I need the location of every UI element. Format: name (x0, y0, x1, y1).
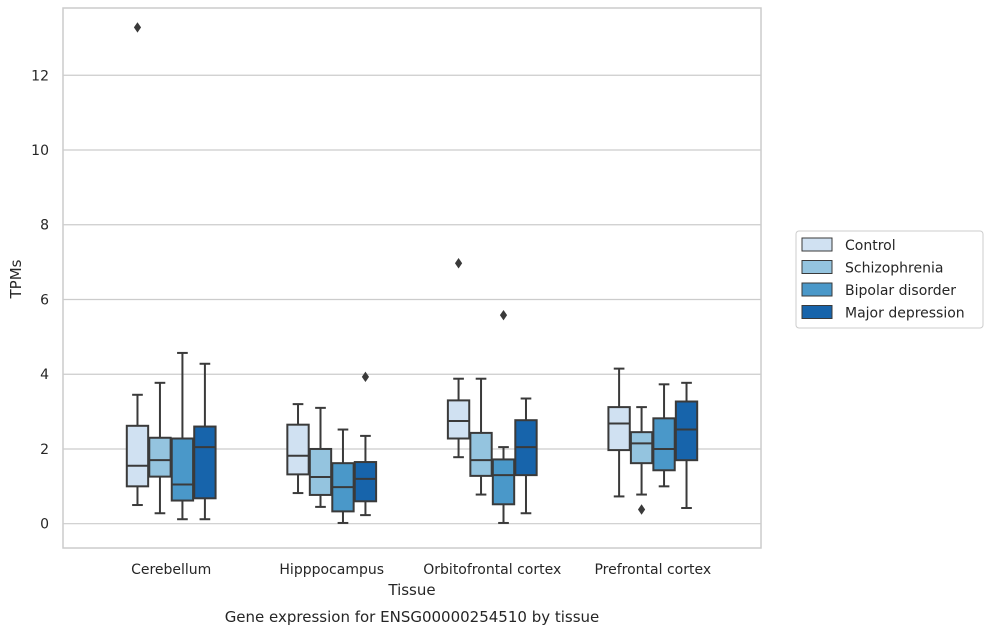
category-group (607, 367, 699, 515)
chart-caption: Gene expression for ENSG00000254510 by t… (225, 608, 600, 626)
y-axis-title: TPMs (7, 259, 25, 299)
legend-swatch (801, 282, 833, 297)
box-groups (125, 22, 699, 524)
y-tick-label: 0 (40, 517, 49, 533)
outlier-point (499, 309, 508, 321)
y-tick-label: 10 (31, 143, 49, 159)
plot-frame (62, 7, 762, 549)
legend-label: Schizophrenia (845, 261, 943, 277)
x-tick-label: Prefrontal cortex (594, 562, 711, 578)
box (170, 437, 195, 502)
y-tick-label: 4 (40, 367, 49, 383)
y-tick-label: 12 (31, 68, 49, 84)
legend-frame (795, 230, 984, 329)
outlier-point (637, 504, 646, 515)
x-axis-title: Tissue (387, 581, 435, 599)
y-tick-label: 8 (40, 218, 49, 234)
x-tick-label: Hipppocampus (279, 562, 384, 578)
box (607, 406, 631, 452)
legend-label: Major depression (845, 306, 965, 322)
legend-swatch (801, 305, 833, 319)
box (148, 436, 172, 478)
box (286, 423, 310, 476)
box (193, 425, 217, 500)
box (674, 400, 699, 462)
box (353, 461, 378, 503)
box (491, 458, 516, 506)
category-group (446, 258, 538, 524)
legend-label: Control (845, 238, 896, 254)
x-tick-label: Cerebellum (131, 562, 211, 578)
box (469, 431, 493, 477)
box (629, 431, 654, 465)
y-tick-label: 6 (40, 292, 49, 308)
y-tick-label: 2 (40, 442, 49, 458)
box (446, 399, 471, 440)
y-tick-labels: 0 2 4 6 8 10 12 (31, 68, 49, 532)
box (308, 447, 333, 496)
x-tick-label: Orbitofrontal cortex (423, 562, 561, 578)
category-group (286, 371, 378, 524)
legend-swatch (801, 237, 833, 252)
x-tick-labels: Cerebellum Hipppocampus Orbitofrontal cort… (131, 562, 711, 578)
outlier-point (454, 258, 463, 269)
legend: Control Schizophrenia Bipolar disorder Majo… (795, 230, 984, 329)
category-group (125, 22, 217, 521)
outlier-point (361, 371, 370, 383)
outlier-point (133, 22, 142, 33)
legend-swatch (801, 260, 833, 274)
legend-label: Bipolar disorder (845, 283, 956, 299)
box (652, 417, 676, 472)
box (125, 424, 150, 488)
